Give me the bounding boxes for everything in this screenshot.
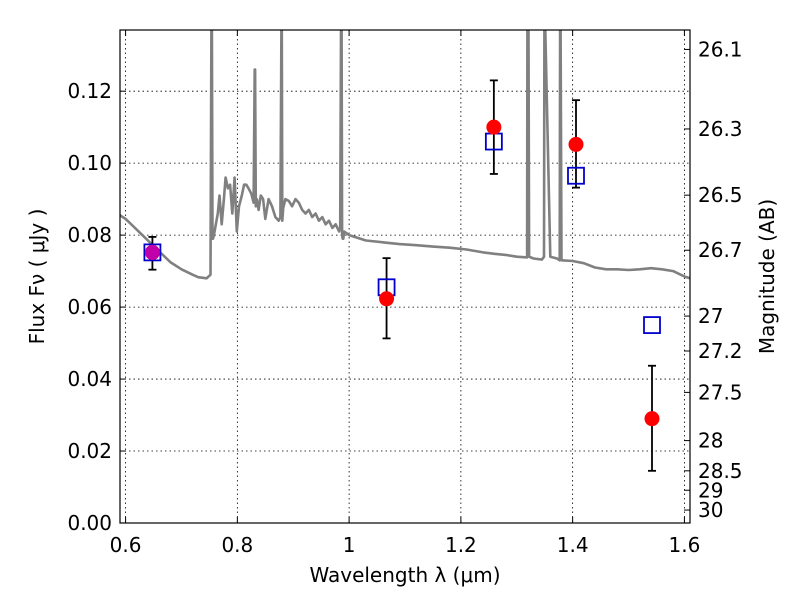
x-tick-label: 1.4 <box>557 533 589 557</box>
y-tick-label: 0.04 <box>67 367 112 391</box>
model-spectrum <box>120 30 690 280</box>
observed-flux-point <box>568 136 584 152</box>
right-axis-label: Magnitude (AB) <box>755 199 779 354</box>
x-tick-label: 1 <box>343 533 356 557</box>
mag-tick-label: 28.5 <box>698 459 743 483</box>
mag-tick-label: 27 <box>698 304 723 328</box>
mag-tick-label: 30 <box>698 498 723 522</box>
y-tick-label: 0.00 <box>67 511 112 535</box>
mag-tick-label: 28 <box>698 429 723 453</box>
y-tick-label: 0.10 <box>67 151 112 175</box>
y-tick-label: 0.02 <box>67 439 112 463</box>
mag-tick-label: 26.7 <box>698 238 743 262</box>
observed-flux-point <box>486 119 502 135</box>
mag-tick-label: 26.1 <box>698 37 743 61</box>
model-flux-square <box>643 316 661 334</box>
plot-frame <box>119 29 691 524</box>
model-spectrum-line <box>120 30 690 280</box>
data-markers <box>143 119 661 427</box>
x-tick-label: 0.6 <box>110 533 142 557</box>
mag-tick-label: 27.5 <box>698 380 743 404</box>
y-tick-label: 0.12 <box>67 79 112 103</box>
observed-flux-point <box>379 291 395 307</box>
y-tick-label: 0.06 <box>67 295 112 319</box>
mag-tick-label: 27.2 <box>698 339 743 363</box>
x-tick-label: 1.2 <box>445 533 477 557</box>
observed-flux-point <box>644 411 660 427</box>
mag-tick-label: 26.3 <box>698 117 743 141</box>
x-tick-label: 0.8 <box>221 533 253 557</box>
x-axis-label: Wavelength λ (μm) <box>309 563 500 587</box>
overlap-point <box>144 244 160 260</box>
y-axis-label: Flux Fν ( μJy ) <box>25 209 49 345</box>
x-tick-label: 1.6 <box>669 533 701 557</box>
model-flux-square <box>143 243 162 262</box>
mag-tick-label: 26.5 <box>698 183 743 207</box>
mag-tick-label: 29 <box>698 478 723 502</box>
axis-ticks: 0.6 0.8 1 1.2 1.4 1.6 0.00 0.02 0.04 0.06 0.08 0.10… <box>67 30 743 557</box>
grid-lines <box>120 30 690 523</box>
y-tick-label: 0.08 <box>67 223 112 247</box>
model-flux-square <box>567 166 585 185</box>
